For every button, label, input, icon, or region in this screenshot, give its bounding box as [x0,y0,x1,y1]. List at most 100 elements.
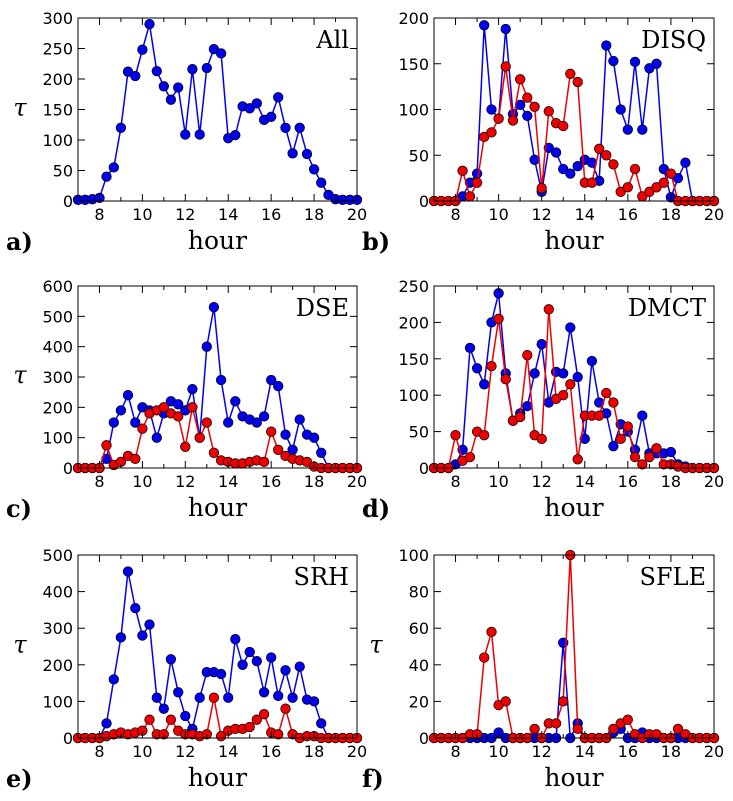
data-point [493,313,504,324]
data-point [294,122,305,133]
data-point [529,101,540,112]
data-point [522,110,533,122]
y-axis-label: τ [369,631,383,659]
data-point [486,127,497,138]
data-point [316,447,327,458]
data-point [543,304,554,315]
data-point [558,390,569,401]
panel-letter: d) [362,494,390,523]
data-point [251,417,262,428]
data-point [536,433,547,445]
data-point [115,632,127,643]
data-point [165,94,177,105]
data-point [471,363,483,374]
panel-all: 8 10 12 14 16 18 20050100150200250300Allhourτa… [6,9,367,256]
panel-title: DMCT [628,294,706,322]
data-point [572,371,583,383]
data-point [486,626,497,638]
y-tick-label: 150 [398,55,429,74]
series-red [428,304,720,474]
x-tick-label: 18 [304,472,324,491]
data-point [308,432,320,443]
data-point [601,387,612,399]
data-point [194,129,205,140]
data-point [173,82,184,93]
data-point [158,703,169,714]
data-point [165,654,177,665]
y-tick-label: 100 [398,386,429,405]
y-tick-label: 300 [42,619,73,638]
data-point [287,692,298,703]
data-point [637,459,648,470]
series-red [428,61,720,207]
data-point [130,417,141,428]
x-axis-label: hour [544,226,603,255]
data-point [680,157,691,168]
data-point [251,655,262,667]
data-point [651,182,662,193]
data-point [572,161,583,172]
x-tick-label: 14 [218,742,238,761]
data-point [273,690,284,702]
data-point [266,652,277,663]
data-point [244,103,255,114]
data-point [258,411,270,422]
data-point [294,661,305,672]
x-tick-label: 20 [347,472,367,491]
y-tick-label: 0 [419,459,429,478]
y-tick-label: 100 [398,101,429,120]
data-point [266,426,277,437]
x-tick-label: 14 [218,472,238,491]
data-point [108,162,119,173]
data-point [536,183,547,194]
data-point [558,368,569,379]
data-point [479,20,490,31]
data-point [622,714,633,725]
data-point [180,441,191,452]
data-point [615,104,626,115]
data-point [601,150,612,161]
panel-sfle: 8 10 12 14 16 18 20 0 20 40 60 80 100 SFLE hour τ f) [362,546,724,793]
data-point [180,129,191,140]
data-point [658,177,669,188]
data-point [622,182,633,193]
x-tick-label: 20 [704,205,724,224]
data-point [173,687,184,698]
y-tick-label: 0 [63,192,73,211]
data-point [215,668,227,680]
data-point [101,440,112,451]
y-tick-label: 0 [419,192,429,211]
data-point [151,432,162,443]
data-point [464,191,476,202]
data-point [115,405,127,416]
data-point [208,447,220,458]
data-point [515,74,526,85]
data-point [572,76,583,88]
y-tick-label: 20 [409,692,429,711]
data-point [266,374,277,386]
data-point [665,168,677,179]
data-point [629,163,641,175]
data-point [101,171,112,182]
data-point [151,692,162,703]
data-point [201,62,212,74]
panel-dse: 8 10 12 14 16 18 200100200300400500600DSEhourτ… [6,277,367,523]
data-point [137,44,148,55]
data-point [280,429,291,440]
panel-title: All [315,26,349,54]
data-point [550,147,562,158]
data-point [251,98,262,109]
data-point [586,177,598,188]
x-tick-label: 8 [94,742,104,761]
plot-frame [433,554,715,739]
y-tick-label: 600 [42,277,73,296]
y-tick-label: 300 [42,368,73,387]
data-point [287,148,298,159]
x-tick-label: 20 [347,742,367,761]
x-tick-label: 10 [488,205,508,224]
data-point [629,451,641,463]
data-point [457,165,468,176]
data-point [173,411,184,422]
data-point [230,634,241,645]
